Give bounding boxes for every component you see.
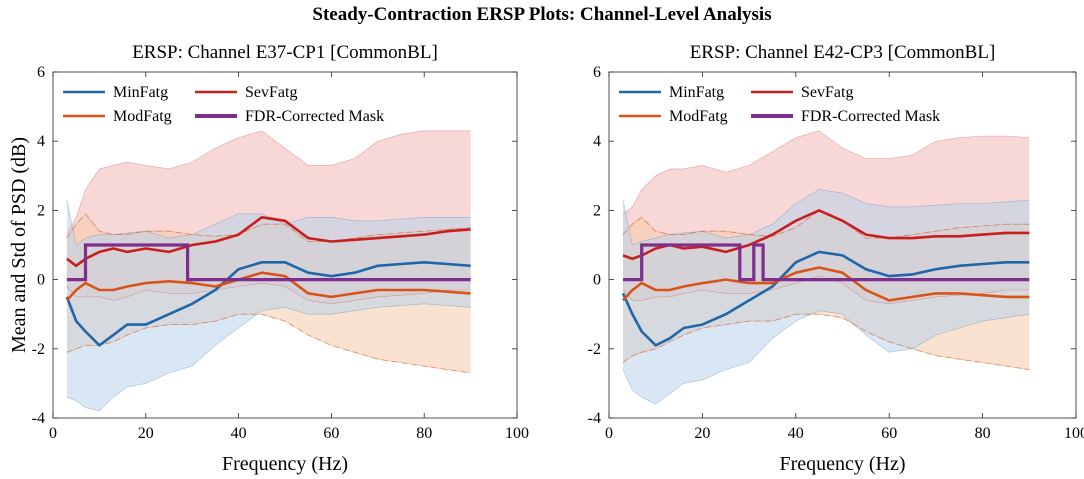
y-tick-label: 2 bbox=[593, 202, 601, 219]
y-axis-label: Mean and Std of PSD (dB) bbox=[8, 137, 30, 353]
y-tick-label: 4 bbox=[593, 133, 601, 150]
y-tick-label: -4 bbox=[588, 410, 601, 427]
std-edge-lower-minfatg bbox=[622, 310, 1030, 405]
x-tick-label: 40 bbox=[231, 425, 247, 442]
y-tick-label: -4 bbox=[32, 410, 45, 427]
x-tick-label: 80 bbox=[975, 425, 991, 442]
dashed-edge-lower-modfatg bbox=[622, 313, 1030, 371]
fdr-mask-line bbox=[66, 243, 471, 282]
panel-title: ERSP: Channel E37-CP1 [CommonBL] bbox=[132, 42, 438, 63]
x-tick-label: 60 bbox=[323, 425, 339, 442]
legend-entry-label: SevFatg bbox=[245, 84, 297, 101]
mean-line-sevfatg bbox=[66, 216, 471, 268]
x-tick-label: 20 bbox=[138, 425, 154, 442]
legend-entry-label: MinFatg bbox=[669, 84, 724, 101]
chart-panel-2: ERSP: Channel E42-CP3 [CommonBL]0 20 40 60 8… bbox=[588, 42, 1084, 475]
legend-entry-label: ModFatg bbox=[669, 108, 728, 125]
legend: MinFatg SevFatg ModFatg FDR-Corrected Mask bbox=[619, 84, 940, 125]
legend: MinFatg SevFatg ModFatg FDR-Corrected Mask bbox=[63, 84, 384, 125]
x-tick-label: 60 bbox=[881, 425, 897, 442]
figure-title: Steady-Contraction ERSP Plots: Channel-L… bbox=[312, 4, 771, 25]
axes-box bbox=[52, 71, 518, 419]
y-tick-label: 4 bbox=[37, 133, 45, 150]
y-tick-label: 6 bbox=[37, 64, 45, 81]
axes-box bbox=[608, 71, 1077, 419]
mean-line-modfatg bbox=[622, 266, 1030, 302]
std-edge-lower-minfatg bbox=[66, 303, 471, 412]
chart-panel-1: ERSP: Channel E37-CP1 [CommonBL]0 20 40 60 8… bbox=[8, 42, 529, 475]
y-tick-label: 0 bbox=[37, 272, 45, 289]
x-tick-label: 100 bbox=[1064, 425, 1084, 442]
mean-line-minfatg bbox=[621, 250, 1030, 347]
legend-entry-label: MinFatg bbox=[113, 84, 168, 101]
mean-line-sevfatg bbox=[622, 209, 1030, 261]
x-tick-label: 20 bbox=[694, 425, 710, 442]
y-tick-label: -2 bbox=[588, 341, 601, 358]
std-edge-lower-sevfatg bbox=[66, 282, 471, 305]
x-tick-label: 0 bbox=[49, 425, 57, 442]
panel-title: ERSP: Channel E42-CP3 [CommonBL] bbox=[690, 42, 996, 63]
std-band-minfatg bbox=[623, 189, 1030, 405]
std-edge-lower-sevfatg bbox=[622, 275, 1030, 305]
fdr-mask-line bbox=[623, 243, 1030, 282]
plot-area bbox=[621, 130, 1030, 405]
y-tick-label: -2 bbox=[32, 341, 45, 358]
dashed-edge-upper-modfatg bbox=[622, 209, 1030, 239]
x-axis-label: Frequency (Hz) bbox=[779, 453, 905, 475]
x-tick-label: 100 bbox=[505, 425, 529, 442]
plot-area bbox=[65, 130, 471, 412]
y-tick-label: 6 bbox=[593, 64, 601, 81]
legend-entry-label: SevFatg bbox=[801, 84, 853, 101]
mean-line-minfatg bbox=[65, 260, 471, 347]
legend-entry-label: ModFatg bbox=[113, 108, 172, 125]
legend-entry-label: FDR-Corrected Mask bbox=[245, 108, 384, 125]
y-tick-label: 2 bbox=[37, 202, 45, 219]
y-tick-label: 0 bbox=[593, 272, 601, 289]
x-axis-label: Frequency (Hz) bbox=[222, 453, 348, 475]
x-tick-label: 40 bbox=[788, 425, 804, 442]
std-edge-upper-sevfatg bbox=[622, 130, 1030, 215]
dashed-edge-lower-modfatg bbox=[66, 313, 471, 374]
std-edge-upper-minfatg bbox=[66, 199, 471, 246]
std-edge-upper-minfatg bbox=[622, 189, 1030, 246]
x-tick-label: 0 bbox=[605, 425, 613, 442]
x-tick-label: 80 bbox=[416, 425, 432, 442]
legend-entry-label: FDR-Corrected Mask bbox=[801, 108, 940, 125]
std-edge-upper-sevfatg bbox=[66, 130, 471, 235]
